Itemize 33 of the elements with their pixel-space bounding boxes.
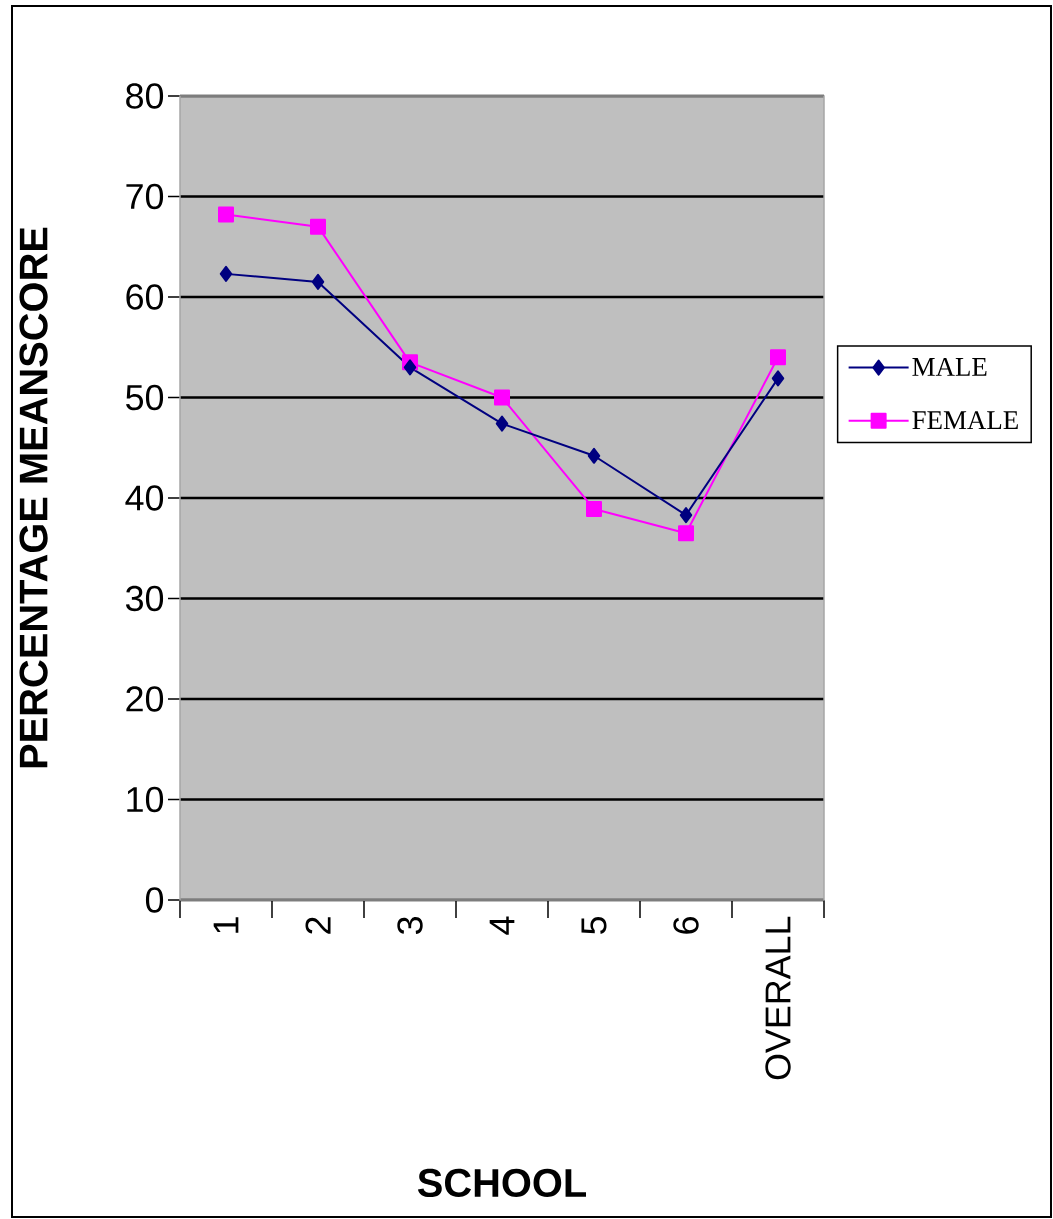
y-tick-label: 80 bbox=[126, 83, 164, 109]
x-tick-label: 1 bbox=[213, 917, 239, 933]
point bbox=[770, 349, 786, 366]
legend-label: MALE bbox=[912, 357, 987, 376]
y-tick-label: 10 bbox=[127, 786, 164, 813]
legend-label: FEMALE bbox=[912, 411, 1018, 429]
y-tick-label: 40 bbox=[125, 485, 164, 511]
x-tick-label: 6 bbox=[673, 917, 699, 934]
point bbox=[678, 525, 694, 542]
x-axis-title: SCHOOL bbox=[417, 1168, 586, 1198]
point bbox=[771, 370, 785, 387]
y-tick-label: 50 bbox=[126, 384, 164, 411]
y-axis-title: PERCENTAGE MEANSCORE bbox=[19, 227, 48, 768]
x-tick-label: OVERALL bbox=[765, 916, 791, 1080]
point bbox=[219, 265, 233, 282]
y-tick-label: 20 bbox=[126, 686, 164, 712]
x-tick-label: 5 bbox=[581, 917, 607, 935]
y-tick-label: 60 bbox=[126, 284, 164, 310]
point bbox=[587, 447, 601, 464]
y-tick-label: 0 bbox=[145, 887, 164, 913]
x-tick-label: 4 bbox=[489, 916, 515, 935]
y-tick-label: 30 bbox=[125, 585, 164, 612]
point bbox=[310, 218, 326, 235]
point bbox=[586, 501, 602, 518]
x-tick-label: 2 bbox=[305, 917, 331, 934]
y-tick-label: 70 bbox=[126, 183, 164, 210]
point bbox=[679, 507, 693, 524]
point bbox=[311, 273, 325, 290]
x-tick-label: 3 bbox=[397, 917, 423, 935]
point bbox=[495, 415, 509, 432]
point bbox=[403, 359, 417, 376]
point bbox=[218, 206, 234, 223]
point bbox=[494, 389, 510, 406]
